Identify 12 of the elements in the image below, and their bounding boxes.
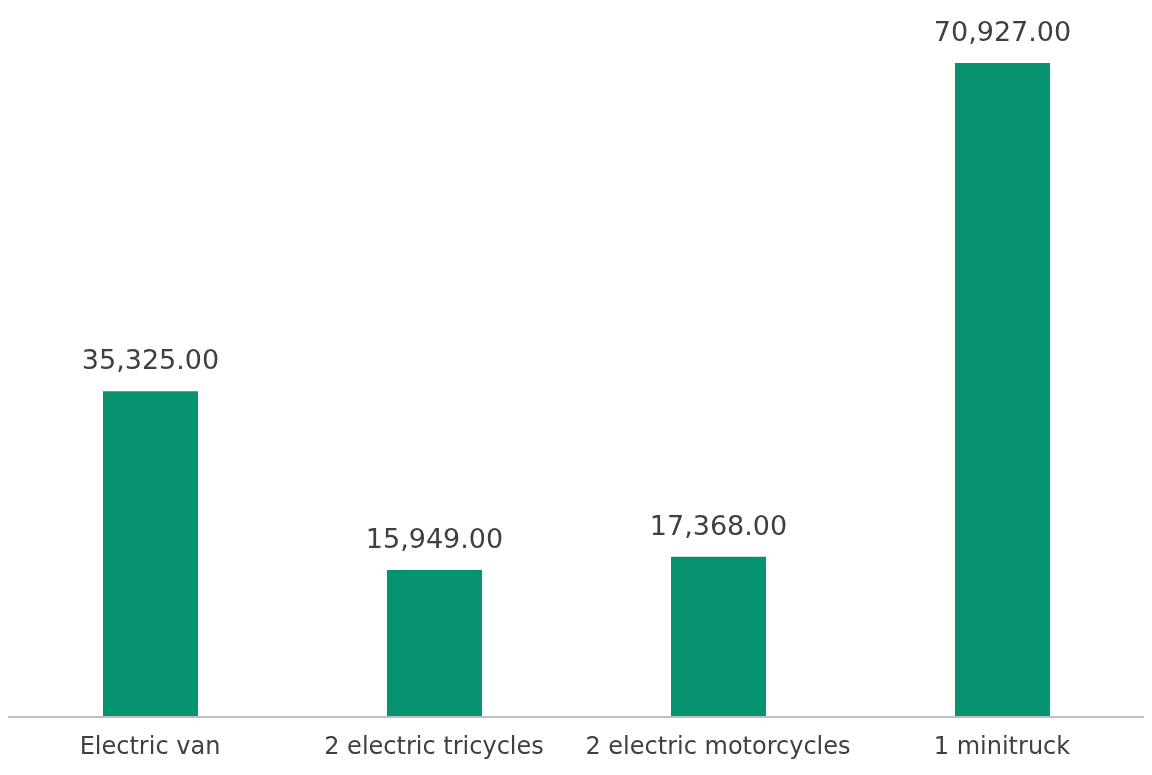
x-tick-label: 1 minitruck [933, 732, 1071, 761]
data-label: 17,368.00 [649, 509, 788, 541]
data-label: 15,949.00 [365, 522, 504, 554]
x-tick-label: Electric van [79, 732, 221, 761]
x-tick-label: 2 electric tricycles [324, 732, 544, 761]
bar [387, 569, 482, 717]
bar [103, 391, 198, 717]
bar [955, 63, 1050, 717]
bar [671, 556, 766, 717]
x-tick-label: 2 electric motorcycles [585, 732, 851, 761]
data-label: 70,927.00 [933, 16, 1072, 47]
data-label: 35,325.00 [81, 344, 220, 376]
